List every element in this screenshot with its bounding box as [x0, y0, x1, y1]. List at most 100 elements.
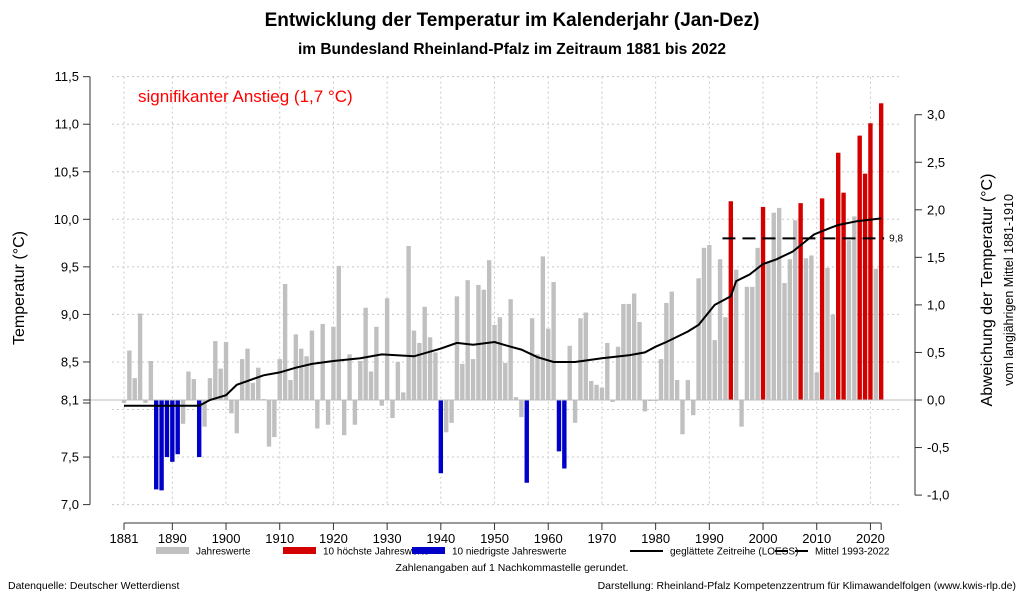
bar-2006 — [793, 220, 798, 400]
x-tick-label: 1920 — [319, 531, 348, 546]
bar-1920 — [331, 326, 336, 400]
bar-1905 — [250, 382, 256, 400]
x-tick-label: 1930 — [373, 531, 402, 546]
bar-1924 — [352, 400, 358, 425]
bar-1884 — [137, 313, 143, 400]
bar-2014 — [836, 152, 841, 400]
bar-1921 — [336, 265, 341, 400]
left-tick-label: 10,5 — [54, 164, 79, 179]
bar-2008 — [803, 258, 809, 400]
bar-1958 — [535, 354, 540, 400]
bar-2020 — [868, 123, 873, 400]
bar-1935 — [411, 330, 417, 400]
bar-1908 — [266, 400, 272, 447]
bar-1986 — [685, 380, 691, 400]
right-tick-label: 0,5 — [927, 345, 945, 360]
right-tick-label: 1,5 — [927, 250, 945, 265]
bar-1906 — [256, 367, 261, 400]
x-tick-label: 1940 — [426, 531, 455, 546]
credit: Darstellung: Rheinland-Pfalz Kompetenzze… — [598, 580, 1016, 592]
bar-1954 — [513, 397, 519, 400]
bar-1930 — [384, 298, 390, 400]
bar-1999 — [755, 247, 760, 400]
bar-1960 — [546, 328, 551, 400]
loess-line — [124, 217, 882, 407]
bar-2003 — [776, 207, 782, 400]
bar-1890 — [170, 400, 175, 462]
bar-1932 — [395, 361, 401, 400]
x-tick-label: 1970 — [587, 531, 616, 546]
left-tick-label: 9,0 — [61, 307, 79, 322]
left-tick-label: 9,5 — [61, 259, 79, 274]
x-tick-label: 2020 — [856, 531, 885, 546]
bar-1933 — [401, 392, 406, 400]
bar-1936 — [417, 342, 422, 400]
bar-1934 — [406, 245, 411, 400]
bar-1996 — [739, 400, 744, 427]
chart-title: Entwicklung der Temperatur im Kalenderja… — [265, 10, 760, 31]
bar-1969 — [594, 384, 599, 400]
left-tick-label: 8,1 — [61, 393, 79, 408]
bar-1911 — [282, 283, 288, 400]
trend-annotation: signifikanter Anstieg (1,7 °C) — [138, 87, 353, 106]
bar-1897 — [207, 378, 213, 400]
bar-2010 — [814, 372, 819, 400]
bar-1914 — [299, 348, 304, 400]
bar-1971 — [605, 342, 610, 400]
bar-1959 — [540, 256, 546, 400]
bar-1893 — [186, 371, 191, 400]
bar-1912 — [288, 380, 293, 400]
bar-1883 — [132, 378, 137, 400]
mean-label: 9,8 — [889, 233, 903, 244]
legend-label: Jahreswerte — [196, 547, 251, 558]
bar-1972 — [610, 400, 615, 402]
bar-1982 — [664, 302, 669, 400]
legend-label: geglättete Zeitreihe (LOESS) — [670, 547, 798, 558]
bar-1923 — [347, 354, 352, 400]
bar-1995 — [733, 269, 739, 400]
bar-1887 — [154, 400, 159, 490]
bar-1898 — [213, 341, 218, 400]
bar-1952 — [503, 362, 508, 400]
bar-1928 — [374, 326, 379, 400]
right-tick-label: -0,5 — [927, 440, 949, 455]
bar-1997 — [744, 286, 750, 400]
bar-2001 — [766, 262, 771, 400]
right-tick-label: 3,0 — [927, 107, 945, 122]
bar-1991 — [712, 340, 717, 400]
bar-2017 — [852, 216, 857, 400]
bar-2013 — [830, 314, 836, 400]
bar-1938 — [427, 337, 433, 400]
bar-1962 — [556, 400, 562, 452]
bar-1939 — [433, 352, 438, 400]
bar-2015 — [841, 192, 846, 400]
bar-1990 — [707, 244, 712, 400]
legend-swatch — [283, 547, 316, 554]
bar-1973 — [615, 346, 621, 400]
bar-2007 — [798, 203, 803, 400]
bar-2018 — [857, 135, 862, 400]
bar-2016 — [846, 240, 852, 400]
left-tick-label: 10,0 — [54, 212, 79, 227]
bar-1946 — [470, 359, 476, 400]
y-axis-label-right-sub: vom langjährigen Mittel 1881-1910 — [1002, 194, 1016, 386]
bar-1885 — [143, 400, 148, 403]
x-tick-label: 1890 — [158, 531, 187, 546]
y-axis-label-left: Temperatur (°C) — [11, 231, 28, 345]
x-tick-label: 1960 — [534, 531, 563, 546]
bar-1977 — [637, 322, 642, 400]
bar-1987 — [691, 400, 696, 416]
bar-1900 — [223, 341, 229, 400]
bar-1892 — [180, 400, 186, 424]
bar-1976 — [631, 293, 637, 400]
bar-1963 — [562, 400, 567, 469]
bar-1904 — [245, 348, 250, 400]
bar-2009 — [809, 255, 814, 400]
bar-1950 — [492, 324, 497, 400]
bar-1931 — [390, 400, 395, 419]
bar-1949 — [486, 260, 492, 400]
x-tick-label: 1910 — [265, 531, 294, 546]
bar-1888 — [159, 400, 164, 491]
bar-1926 — [363, 307, 368, 400]
